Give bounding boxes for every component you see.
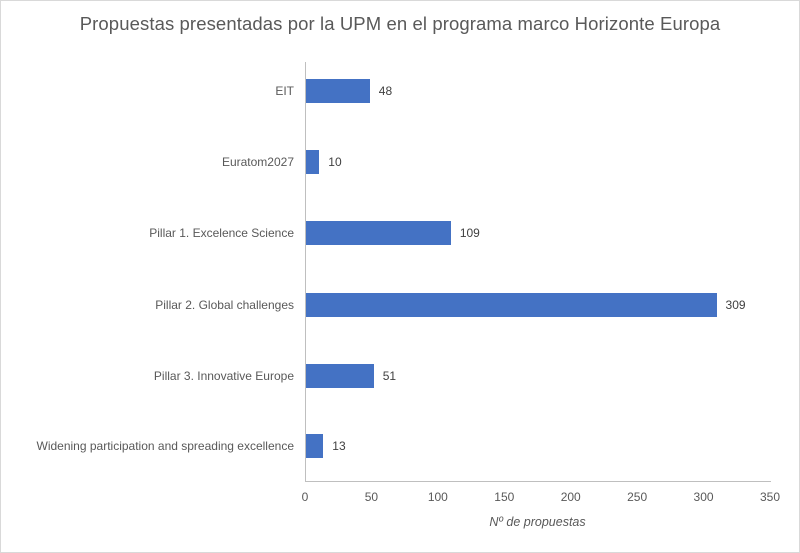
data-label: 13 [332,439,346,453]
x-axis-title: Nº de propuestas [489,515,586,529]
data-label: 51 [382,369,397,383]
bar [306,79,370,103]
data-label: 48 [378,84,393,98]
x-tick-label: 0 [301,490,309,504]
category-label: Pillar 1. Excelence Science [149,226,294,240]
category-label: Pillar 3. Innovative Europe [153,369,294,383]
bar [306,364,374,388]
x-tick-label: 200 [560,490,581,504]
bar [306,150,320,174]
y-axis-line [305,62,306,482]
x-tick-label: 150 [494,490,515,504]
data-label: 309 [725,298,746,312]
chart-title: Propuestas presentadas por la UPM en el … [79,13,721,34]
x-tick-label: 350 [759,490,781,504]
x-tick-label: 250 [627,490,648,504]
bar [306,221,451,245]
category-label: Euratom2027 [221,155,294,169]
x-tick-label: 300 [693,490,714,504]
x-tick-label: 50 [364,490,379,504]
x-axis-line [305,481,771,482]
category-label: EIT [275,84,294,98]
category-label: Widening participation and spreading exc… [36,439,295,453]
bar [306,434,324,458]
data-label: 10 [328,155,342,169]
x-tick-label: 100 [427,490,448,504]
category-label: Pillar 2. Global challenges [155,298,294,312]
bar [306,293,717,317]
data-label: 109 [459,226,480,240]
